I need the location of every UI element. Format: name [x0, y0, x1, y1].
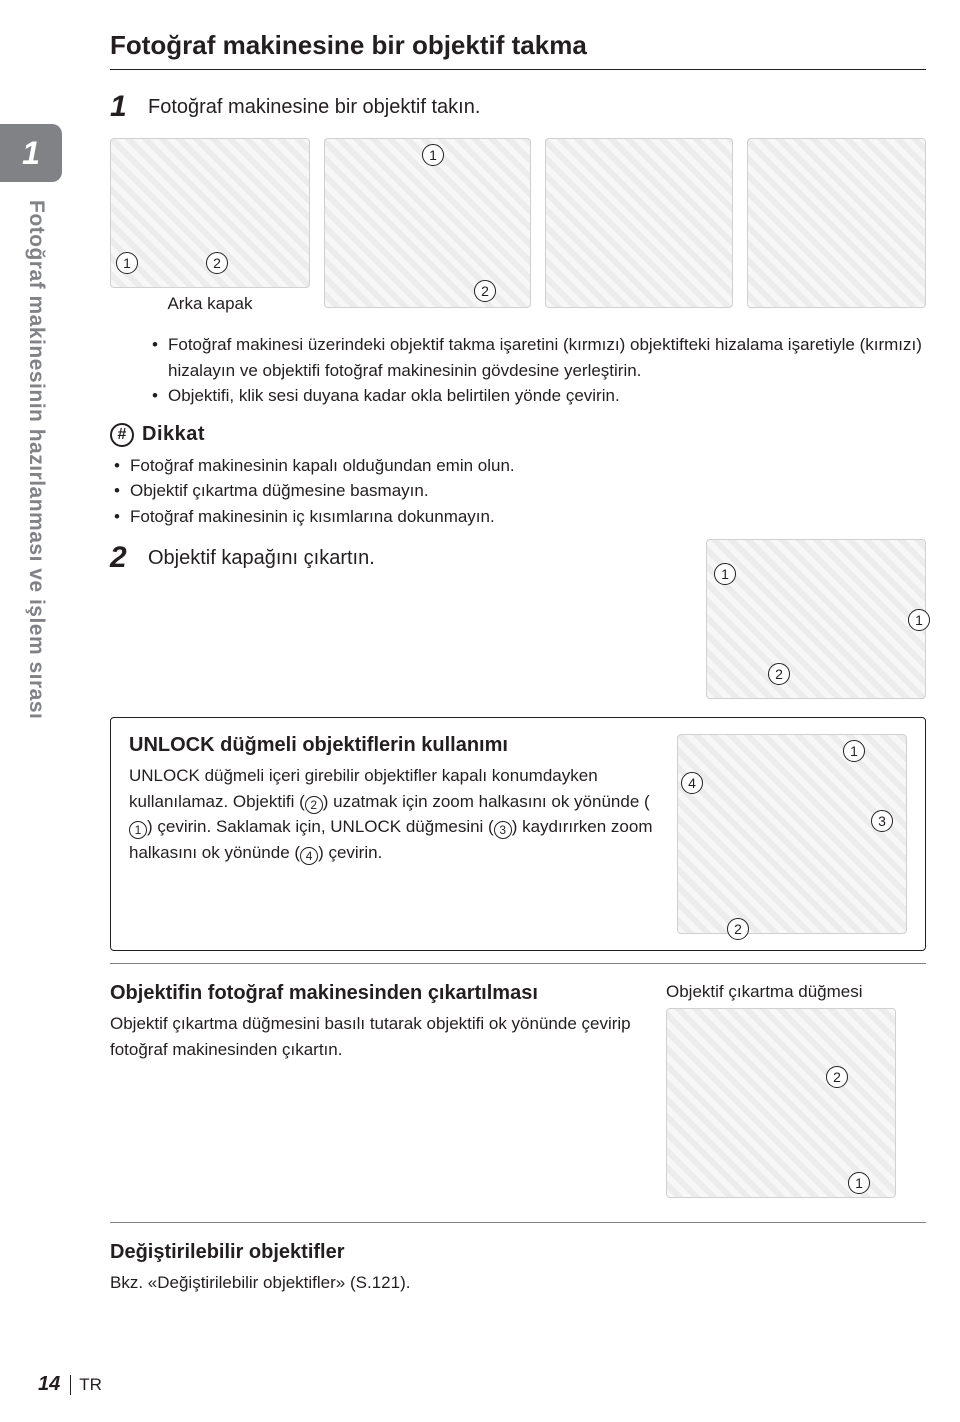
chapter-number: 1	[22, 135, 40, 172]
camera-body-illustration	[545, 138, 733, 308]
step-number: 1	[110, 92, 148, 122]
page-language: TR	[70, 1375, 102, 1395]
callout-2f: 2	[826, 1066, 848, 1088]
caution-bullets: Fotoğraf makinesinin kapalı olduğundan e…	[114, 453, 926, 530]
info-bullet: Objektifi, klik sesi duyana kadar okla b…	[152, 383, 926, 409]
figure-camera-assembled	[747, 138, 926, 308]
lens-front-cap-illustration	[706, 539, 926, 699]
rear-cap-label: Arka kapak	[110, 294, 310, 314]
chapter-side-label: Fotoğraf makinesinin hazırlanması ve işl…	[24, 200, 48, 719]
callout-1f: 1	[848, 1172, 870, 1194]
caution-icon: #	[110, 423, 134, 447]
step-text: Objektif kapağını çıkartın.	[148, 543, 375, 570]
ref-3: 3	[494, 821, 512, 839]
page-footer: 14 TR	[38, 1373, 102, 1396]
camera-assembled-illustration	[747, 138, 926, 308]
caution-header: # Dikkat	[110, 423, 926, 447]
callout-2: 2	[206, 252, 228, 274]
callout-2e: 2	[727, 918, 749, 940]
figure-lens-front-cap: 1 1 2	[706, 539, 926, 699]
page-title-wrap: Fotoğraf makinesine bir objektif takma	[110, 30, 926, 70]
page-title: Fotoğraf makinesine bir objektif takma	[110, 30, 926, 61]
callout-4e: 4	[681, 772, 703, 794]
step-2: 2 Objektif kapağını çıkartın. 1 1 2	[110, 543, 926, 699]
callout-1c: 1	[714, 563, 736, 585]
unlock-body: UNLOCK düğmeli içeri girebilir objektifl…	[129, 763, 659, 865]
detach-title: Objektifin fotoğraf makinesinden çıkartı…	[110, 982, 648, 1005]
interchangeable-title: Değiştirilebilir objektifler	[110, 1241, 926, 1264]
step-1: 1 Fotoğraf makinesine bir objektif takın…	[110, 92, 926, 122]
detach-section: Objektifin fotoğraf makinesinden çıkartı…	[110, 963, 926, 1198]
callout-1b: 1	[422, 144, 444, 166]
caution-title: Dikkat	[142, 423, 205, 446]
unlock-title: UNLOCK düğmeli objektiflerin kullanımı	[129, 734, 659, 757]
interchangeable-body: Bkz. «Değiştirilebilir objektifler» (S.1…	[110, 1270, 926, 1296]
unlock-section: UNLOCK düğmeli objektiflerin kullanımı U…	[110, 717, 926, 951]
figure-camera-body	[545, 138, 733, 308]
callout-2b: 2	[474, 280, 496, 302]
chapter-tab: 1	[0, 124, 62, 182]
page-number: 14	[38, 1373, 60, 1396]
detach-lens-illustration	[666, 1008, 896, 1198]
step-number: 2	[110, 543, 148, 573]
callout-1: 1	[116, 252, 138, 274]
detach-figure-label: Objektif çıkartma düğmesi	[666, 982, 926, 1002]
detach-body: Objektif çıkartma düğmesini basılı tutar…	[110, 1011, 648, 1062]
content-area: 1 Fotoğraf makinesine bir objektif takın…	[110, 92, 926, 1296]
ref-1: 1	[129, 821, 147, 839]
figure-camera-top: 1 2	[324, 138, 531, 308]
callout-1d: 1	[908, 609, 930, 631]
info-bullets: Fotoğraf makinesi üzerindeki objektif ta…	[152, 332, 926, 409]
unlock-lens-illustration	[677, 734, 907, 934]
detach-figure-block: Objektif çıkartma düğmesi 2 1	[666, 982, 926, 1198]
step-text: Fotoğraf makinesine bir objektif takın.	[148, 92, 480, 119]
callout-3e: 3	[871, 810, 893, 832]
caution-bullet: Fotoğraf makinesinin kapalı olduğundan e…	[114, 453, 926, 479]
caution-bullet: Fotoğraf makinesinin iç kısımlarına doku…	[114, 504, 926, 530]
callout-1e: 1	[843, 740, 865, 762]
figure-lens-cap: 1 2 Arka kapak	[110, 138, 310, 314]
page: 1 Fotoğraf makinesinin hazırlanması ve i…	[0, 0, 960, 1422]
ref-2: 2	[305, 796, 323, 814]
interchangeable-section: Değiştirilebilir objektifler Bkz. «Değiş…	[110, 1222, 926, 1296]
figure-unlock-lens: 1 4 3 2	[677, 734, 907, 934]
callout-2c: 2	[768, 663, 790, 685]
caution-bullet: Objektif çıkartma düğmesine basmayın.	[114, 478, 926, 504]
ref-4: 4	[300, 847, 318, 865]
info-bullet: Fotoğraf makinesi üzerindeki objektif ta…	[152, 332, 926, 383]
figure-row-1: 1 2 Arka kapak 1 2	[110, 138, 926, 314]
